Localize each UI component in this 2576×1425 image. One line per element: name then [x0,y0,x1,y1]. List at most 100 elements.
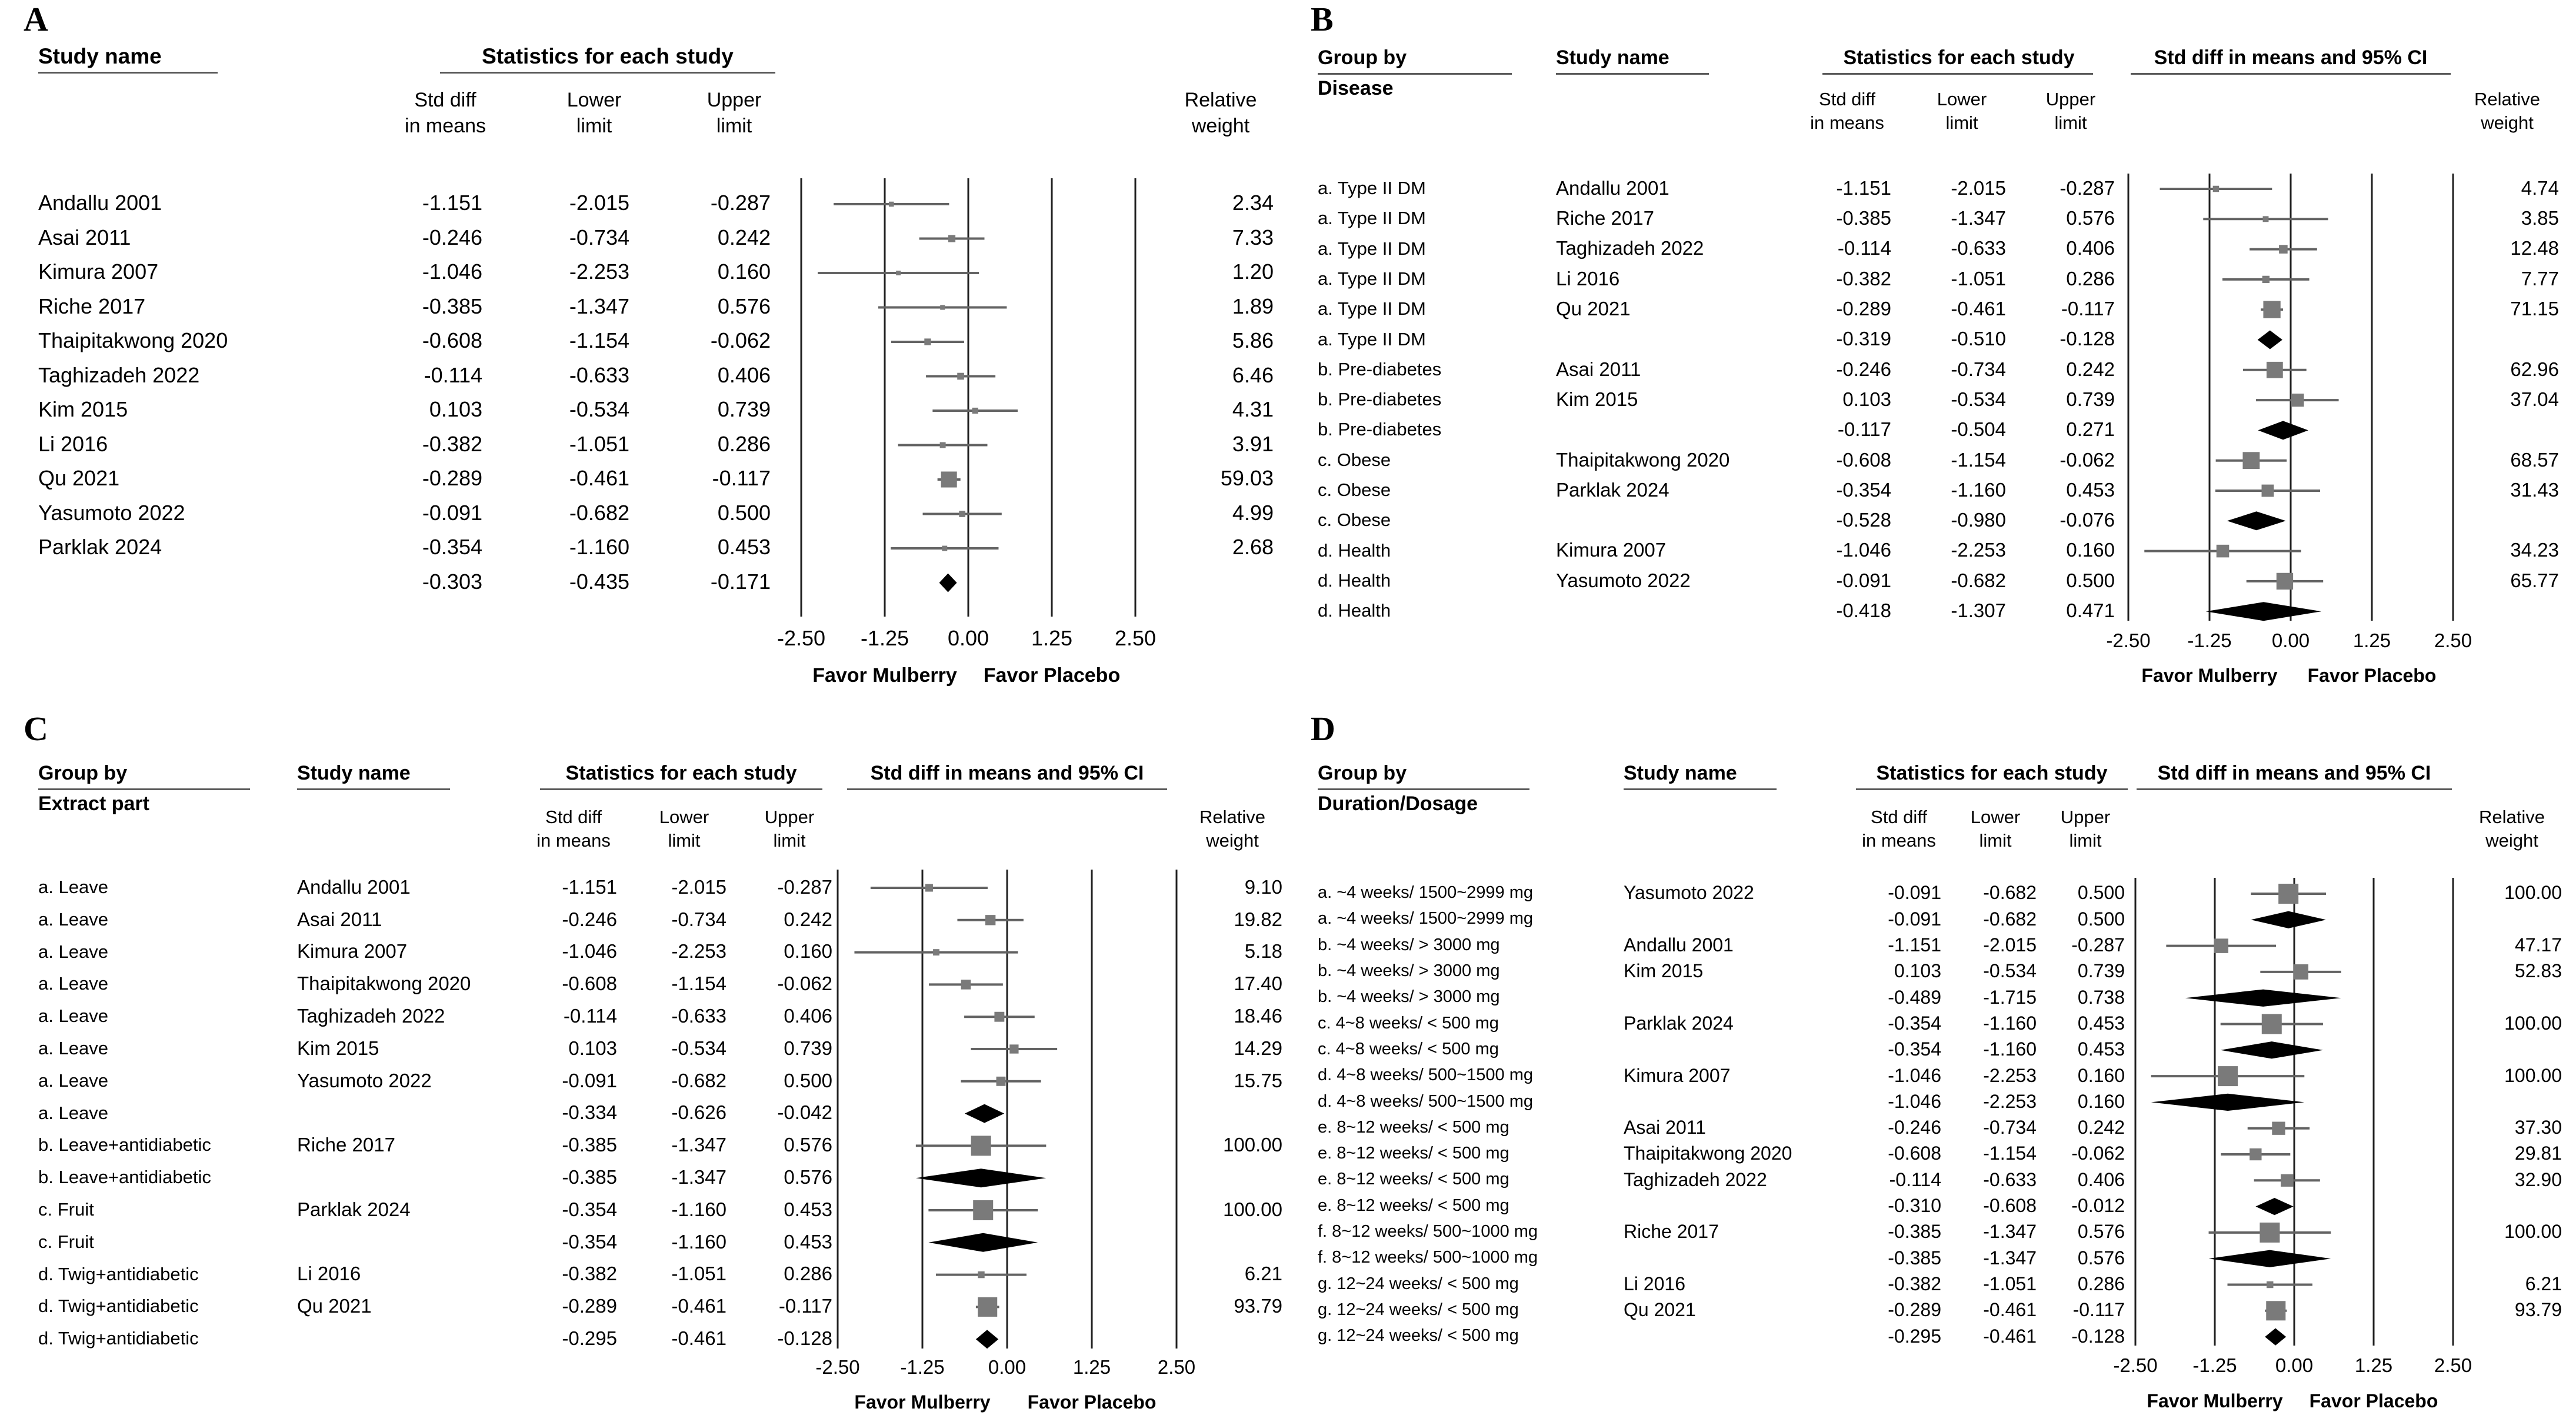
group-label: c. 4~8 weeks/ < 500 mg [1318,1040,1499,1058]
effect-square [924,338,931,345]
axis-tick-label: -1.25 [860,626,909,650]
weight-value: 18.46 [1234,1005,1282,1027]
study-label: Asai 2011 [38,225,131,249]
stat-estimate: -0.319 [1836,328,1891,349]
summary-diamond [2251,911,2326,928]
study-label: Parklak 2024 [1624,1013,1734,1034]
weight-value: 31.43 [2510,479,2559,501]
effect-square [2276,572,2294,590]
group-label: a. ~4 weeks/ 1500~2999 mg [1318,909,1533,928]
stat-upper-limit: -0.117 [712,466,771,490]
stat-subheader: limit [576,115,612,137]
stat-subheader: Std diff [414,89,476,111]
stat-estimate: -0.295 [562,1327,617,1349]
stat-lower-limit: -2.015 [1951,177,2006,199]
group-label: b. Pre-diabetes [1318,419,1442,440]
study-label: Riche 2017 [1556,207,1654,229]
group-label: e. 8~12 weeks/ < 500 mg [1318,1118,1509,1137]
group-label: d. Twig+antidiabetic [38,1264,199,1284]
group-label: e. 8~12 weeks/ < 500 mg [1318,1170,1509,1188]
stat-upper-limit: 0.739 [717,397,771,421]
group-label: b. Leave+antidiabetic [38,1167,211,1187]
group-label: d. Health [1318,540,1391,561]
study-label: Andallu 2001 [1556,177,1669,199]
axis-tick-label: -2.50 [777,626,826,650]
stat-upper-limit: -0.062 [710,328,771,352]
stat-upper-limit: 0.453 [2066,479,2115,501]
stat-estimate: 0.103 [429,397,482,421]
stat-upper-limit: 0.160 [2077,1065,2125,1086]
study-name-header: Study name [297,762,411,784]
stat-lower-limit: -0.461 [1983,1299,2037,1320]
effect-square [939,442,946,448]
stat-subheader: Lower [1937,89,1987,109]
stat-lower-limit: -0.461 [671,1327,727,1349]
group-label: g. 12~24 weeks/ < 500 mg [1318,1300,1519,1319]
stat-upper-limit: 0.160 [717,259,771,284]
axis-tick-label: -1.25 [2187,630,2232,651]
weight-value: 93.79 [1234,1295,1282,1317]
stat-lower-limit: -0.435 [569,570,629,594]
ci-plot-underline [2131,73,2451,75]
effect-square [2250,1148,2262,1161]
effect-square [2279,245,2288,254]
weight-value: 4.74 [2521,177,2559,199]
stat-lower-limit: -0.534 [1951,388,2006,410]
axis-tick-label: 1.25 [2352,630,2391,651]
stat-estimate: -0.354 [1888,1013,1941,1034]
stat-upper-limit: 0.453 [2077,1038,2125,1060]
stat-estimate: -1.151 [1888,934,1941,955]
weight-value: 1.89 [1232,294,1274,318]
stat-upper-limit: -0.062 [2060,449,2115,471]
stat-upper-limit: -0.128 [777,1327,832,1349]
stat-estimate: -0.385 [1888,1221,1941,1242]
axis-tick-label: -1.25 [2192,1354,2237,1376]
weight-value: 100.00 [2504,882,2562,903]
stat-estimate: -0.289 [1888,1299,1941,1320]
weight-value: 100.00 [2504,1065,2562,1086]
stat-subheader: in means [1862,830,1936,851]
group-label: a. Leave [38,1038,108,1058]
study-label: Yasumoto 2022 [1624,882,1754,903]
effect-square [961,980,971,990]
weight-value: 3.91 [1232,432,1274,456]
stat-estimate: -0.528 [1836,509,1891,531]
stat-upper-limit: 0.286 [2066,268,2115,289]
weight-value: 5.18 [1244,940,1282,962]
group-label: f. 8~12 weeks/ 500~1000 mg [1318,1248,1538,1267]
statistics-underline [1856,788,2128,790]
group-label: b. Pre-diabetes [1318,389,1442,409]
group-label: e. 8~12 weeks/ < 500 mg [1318,1144,1509,1163]
stat-estimate: -0.385 [562,1134,617,1156]
stat-estimate: -0.303 [422,570,482,594]
stat-upper-limit: 0.286 [2077,1273,2125,1294]
stat-upper-limit: 0.500 [2077,882,2125,903]
weight-value: 68.57 [2510,449,2559,471]
stat-lower-limit: -0.633 [1951,237,2006,259]
stat-subheader: Lower [566,89,622,111]
stat-lower-limit: -0.682 [569,501,629,525]
stat-lower-limit: -0.633 [671,1005,727,1027]
stat-estimate: -0.289 [562,1295,617,1317]
summary-diamond [2265,1328,2287,1346]
weight-value: 1.20 [1232,259,1274,284]
stat-upper-limit: -0.287 [777,876,832,898]
group-label: g. 12~24 weeks/ < 500 mg [1318,1326,1519,1345]
study-label: Taghizadeh 2022 [297,1005,445,1027]
relative-weight-header: weight [2485,830,2538,851]
group-label: f. 8~12 weeks/ 500~1000 mg [1318,1222,1538,1241]
relative-weight-header: Relative [2474,89,2540,109]
group-label: c. Fruit [38,1199,94,1220]
weight-value: 100.00 [2504,1221,2562,1242]
stat-lower-limit: -1.154 [1983,1143,2037,1164]
effect-square [2261,484,2274,497]
stat-lower-limit: -2.015 [1983,934,2037,955]
stat-subheader: Lower [1970,807,2021,827]
stat-lower-limit: -0.734 [1951,358,2006,380]
axis-tick-label: -2.50 [815,1356,860,1378]
stat-upper-limit: 0.242 [784,908,832,930]
stat-lower-limit: -0.734 [569,225,629,249]
stat-lower-limit: -0.682 [1983,882,2037,903]
effect-square [896,271,901,275]
favor-left-label: Favor Mulberry [2147,1390,2283,1411]
